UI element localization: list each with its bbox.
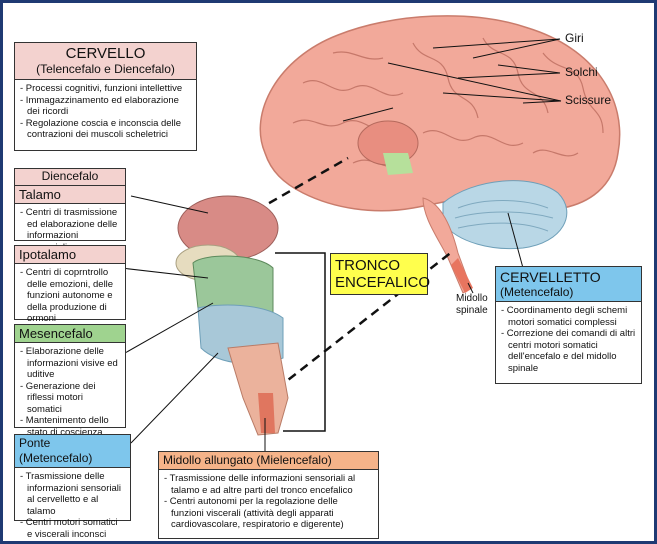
list-item: - Trasmissione delle informazioni sensor… <box>20 471 121 517</box>
cervelletto-box: CERVELLETTO (Metencefalo) - Coordinament… <box>495 266 642 384</box>
scissure-label: Scissure <box>565 93 612 107</box>
cervelletto-title: CERVELLETTO <box>500 269 601 285</box>
list-item: - Elaborazione delle informazioni visive… <box>20 346 118 380</box>
list-item: - Generazione dei riflessi motori somati… <box>20 380 96 415</box>
mesencefalo-title: Mesencefalo <box>15 325 125 343</box>
list-item: - Regolazione coscia e inconscia delle c… <box>20 117 182 141</box>
giri-label: Giri <box>565 31 584 45</box>
cervello-list: - Processi cognitivi, funzioni intellett… <box>15 80 196 144</box>
list-item: - Trasmissione delle informazioni sensor… <box>164 473 356 496</box>
list-item: - Centri autonomi per la regolazione del… <box>164 496 344 530</box>
midollo-spinale-line1: Midollo <box>456 293 488 304</box>
cervello-title: CERVELLO <box>65 45 146 62</box>
brain-illustration <box>120 15 621 453</box>
tronco-line2: ENCEFALICO <box>335 274 431 291</box>
ipotalamo-title: Ipotalamo <box>15 246 125 264</box>
list-item: - Immagazzinamento ed elaborazione dei r… <box>20 94 179 118</box>
mesencefalo-box: Mesencefalo - Elaborazione delle informa… <box>14 324 126 438</box>
cerebellum-shape <box>442 180 568 250</box>
cervello-header: CERVELLO (Telencefalo e Diencefalo) <box>15 43 196 80</box>
medulla-shape <box>227 342 289 436</box>
ponte-box: Ponte (Metencefalo) - Trasmissione delle… <box>14 434 131 540</box>
list-item: - Coordinamento degli schemi motori soma… <box>501 305 628 328</box>
list-item: - Processi cognitivi, funzioni intellett… <box>20 83 183 94</box>
list-item: - Mantenimento dello stato di coscienza <box>20 415 109 438</box>
talamo-box: Talamo - Centri di trasmissione ed elabo… <box>14 185 126 253</box>
midollo-spinale-label: Midollo spinale <box>456 293 488 317</box>
cervelletto-header: CERVELLETTO (Metencefalo) <box>496 267 641 302</box>
list-item: - Centri di coprntrollo delle emozioni, … <box>20 267 114 324</box>
cervello-box: CERVELLO (Telencefalo e Diencefalo) - Pr… <box>14 42 197 151</box>
midollo-allungato-box: Midollo allungato (Mielencefalo) - Trasm… <box>158 451 379 539</box>
midollo-allungato-title: Midollo allungato (Mielencefalo) <box>159 452 378 470</box>
cerebrum-shape <box>259 15 621 212</box>
cervello-subtitle: (Telencefalo e Diencefalo) <box>36 62 175 76</box>
tronco-encefalico-box: TRONCO ENCEFALICO <box>330 253 431 295</box>
cervelletto-subtitle: (Metencefalo) <box>500 285 574 299</box>
ipotalamo-box: Ipotalamo - Centri di coprntrollo delle … <box>14 245 126 324</box>
talamo-title: Talamo <box>15 186 125 204</box>
ponte-title: Ponte (Metencefalo) <box>15 435 130 468</box>
diencefalo-title: Diencefalo <box>41 169 99 183</box>
tronco-line1: TRONCO <box>335 257 400 274</box>
diencefalo-box: Diencefalo <box>14 168 126 185</box>
list-item: - Centri motori somatici e viscerali inc… <box>20 517 118 540</box>
solchi-label: Solchi <box>565 65 598 79</box>
midollo-spinale-line2: spinale <box>456 305 488 316</box>
list-item: - Correzione dei comandi di altri centri… <box>501 328 636 374</box>
